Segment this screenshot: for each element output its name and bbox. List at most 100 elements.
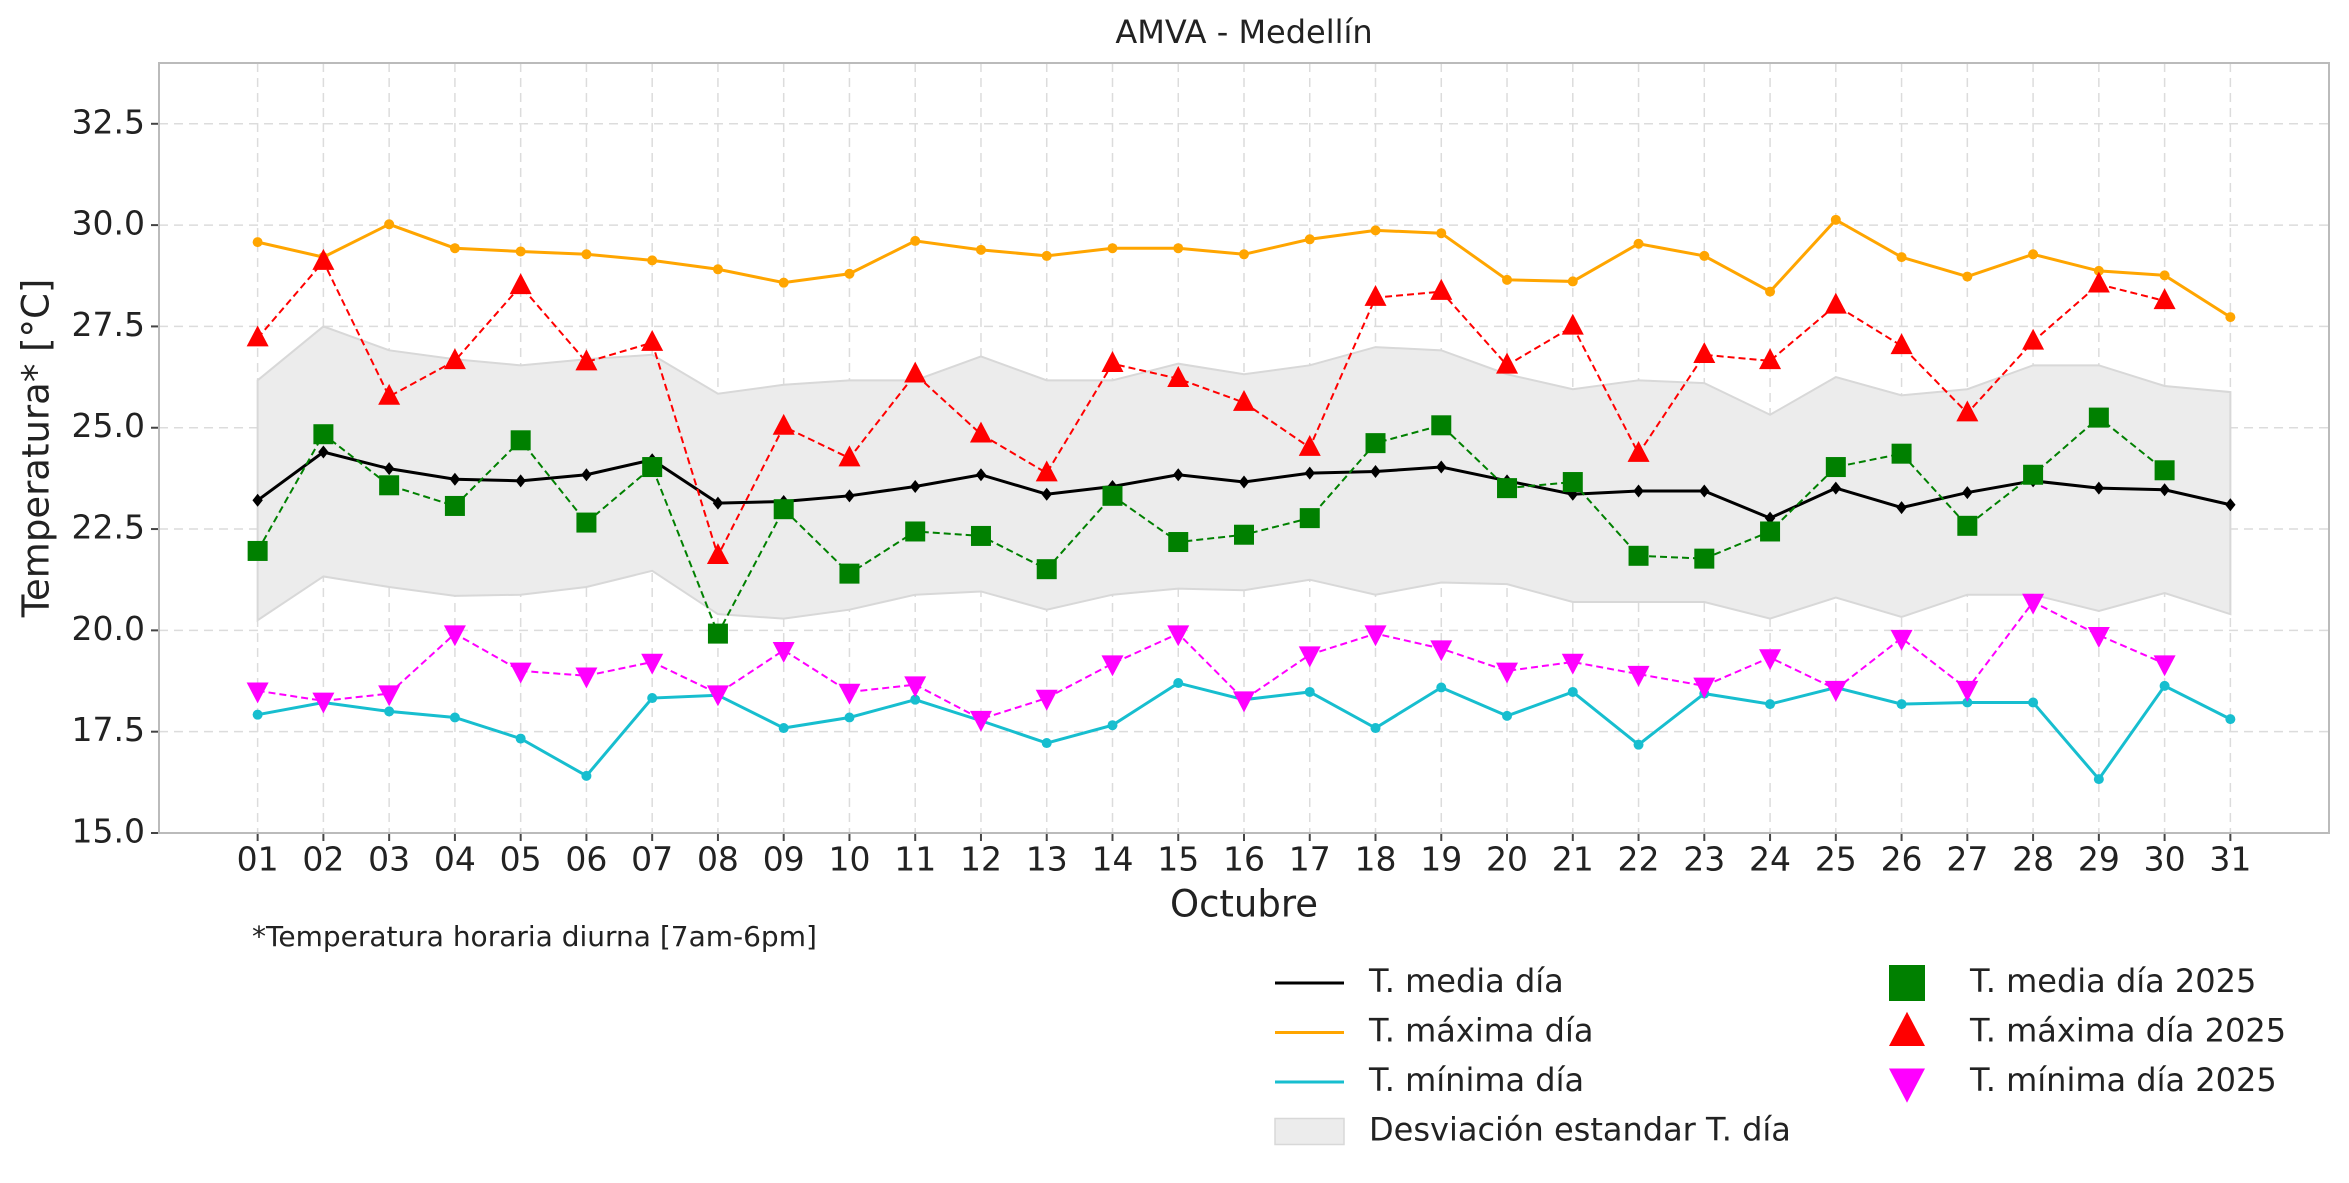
marker bbox=[1889, 965, 1925, 1001]
marker bbox=[773, 499, 794, 520]
marker bbox=[641, 653, 664, 675]
y-tick-label: 32.5 bbox=[72, 102, 145, 141]
marker bbox=[449, 472, 461, 486]
marker bbox=[1298, 646, 1321, 668]
marker bbox=[1693, 342, 1716, 364]
x-tick-label: 10 bbox=[828, 840, 870, 879]
marker bbox=[969, 710, 992, 732]
marker bbox=[1364, 284, 1387, 306]
y-tick-label: 25.0 bbox=[72, 406, 145, 445]
marker bbox=[1760, 521, 1781, 542]
legend-label: T. media día bbox=[1368, 962, 1564, 1000]
marker bbox=[581, 468, 592, 482]
marker bbox=[1304, 466, 1315, 480]
marker bbox=[1896, 699, 1907, 710]
y-axis-label: Temperatura* [°C] bbox=[15, 279, 58, 619]
marker bbox=[1233, 389, 1255, 411]
x-tick-label: 17 bbox=[1289, 840, 1331, 879]
marker bbox=[2159, 680, 2170, 691]
marker bbox=[1370, 723, 1381, 734]
x-tick-label: 29 bbox=[2078, 840, 2120, 879]
marker bbox=[904, 676, 927, 698]
marker bbox=[2093, 265, 2104, 276]
marker bbox=[1765, 286, 1776, 297]
marker bbox=[844, 268, 855, 279]
marker bbox=[581, 770, 592, 781]
marker bbox=[642, 457, 663, 478]
marker bbox=[910, 694, 921, 705]
marker bbox=[576, 512, 597, 533]
x-tick-label: 23 bbox=[1683, 840, 1725, 879]
x-tick-label: 16 bbox=[1223, 840, 1265, 879]
x-tick-label: 28 bbox=[2012, 840, 2054, 879]
y-tick-label: 15.0 bbox=[72, 812, 145, 851]
marker bbox=[318, 445, 329, 459]
marker bbox=[449, 243, 460, 254]
marker bbox=[1890, 629, 1913, 651]
marker bbox=[1628, 545, 1649, 566]
marker bbox=[1693, 677, 1716, 699]
marker bbox=[443, 625, 466, 647]
marker bbox=[1502, 274, 1513, 285]
plot-layer: 15.0 17.5 20.0 22.5 25.0 27.5 30.0 32.5 01 02 03 04… bbox=[72, 63, 2329, 1149]
marker bbox=[707, 623, 728, 644]
marker bbox=[1627, 441, 1650, 462]
marker bbox=[2093, 481, 2105, 495]
marker bbox=[1041, 738, 1052, 749]
marker bbox=[706, 543, 729, 565]
marker bbox=[844, 712, 855, 723]
marker bbox=[515, 733, 526, 744]
marker bbox=[2093, 774, 2104, 785]
marker bbox=[1101, 655, 1124, 677]
marker bbox=[1699, 484, 1710, 498]
legend-swatch bbox=[1274, 1117, 1345, 1146]
marker bbox=[1896, 252, 1907, 263]
marker bbox=[1107, 720, 1118, 731]
marker bbox=[2225, 312, 2236, 323]
x-tick-label: 27 bbox=[1946, 840, 1988, 879]
marker bbox=[1896, 501, 1907, 515]
marker bbox=[443, 348, 466, 370]
y-tick-label: 27.5 bbox=[72, 305, 145, 344]
marker bbox=[1956, 400, 1979, 422]
marker bbox=[778, 277, 789, 288]
x-tick-label: 09 bbox=[763, 840, 805, 879]
marker bbox=[510, 430, 531, 451]
marker bbox=[2159, 483, 2170, 497]
marker bbox=[2028, 697, 2039, 708]
marker bbox=[2159, 270, 2170, 281]
marker bbox=[384, 219, 395, 230]
marker bbox=[1830, 481, 1842, 495]
x-tick-label: 22 bbox=[1618, 840, 1660, 879]
marker bbox=[1562, 472, 1583, 493]
marker bbox=[844, 489, 855, 503]
marker bbox=[379, 475, 400, 496]
marker bbox=[312, 248, 335, 270]
marker bbox=[575, 667, 598, 689]
marker bbox=[1167, 366, 1190, 387]
marker bbox=[1891, 443, 1912, 464]
marker bbox=[1167, 625, 1190, 647]
marker bbox=[2154, 460, 2175, 481]
marker bbox=[1436, 460, 1447, 474]
legend-label: Desviación estandar T. día bbox=[1369, 1111, 1791, 1149]
series-line bbox=[256, 259, 2165, 559]
marker bbox=[1962, 697, 1973, 708]
marker bbox=[838, 683, 861, 705]
marker bbox=[1633, 739, 1644, 750]
marker bbox=[1238, 475, 1250, 489]
marker bbox=[1567, 276, 1578, 287]
x-tick-label: 30 bbox=[2144, 840, 2186, 879]
marker bbox=[1561, 653, 1584, 675]
marker bbox=[1364, 625, 1387, 647]
marker bbox=[1962, 271, 1973, 282]
x-tick-label: 03 bbox=[368, 840, 410, 879]
marker bbox=[772, 641, 795, 663]
x-tick-label: 06 bbox=[565, 840, 607, 879]
x-tick-label: 04 bbox=[434, 840, 476, 879]
marker bbox=[778, 723, 789, 734]
x-tick-label: 26 bbox=[1881, 840, 1923, 879]
x-tick-label: 21 bbox=[1552, 840, 1594, 879]
marker bbox=[1627, 665, 1650, 687]
